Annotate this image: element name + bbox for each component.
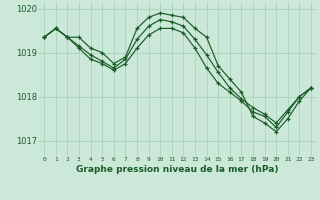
X-axis label: Graphe pression niveau de la mer (hPa): Graphe pression niveau de la mer (hPa) xyxy=(76,165,279,174)
